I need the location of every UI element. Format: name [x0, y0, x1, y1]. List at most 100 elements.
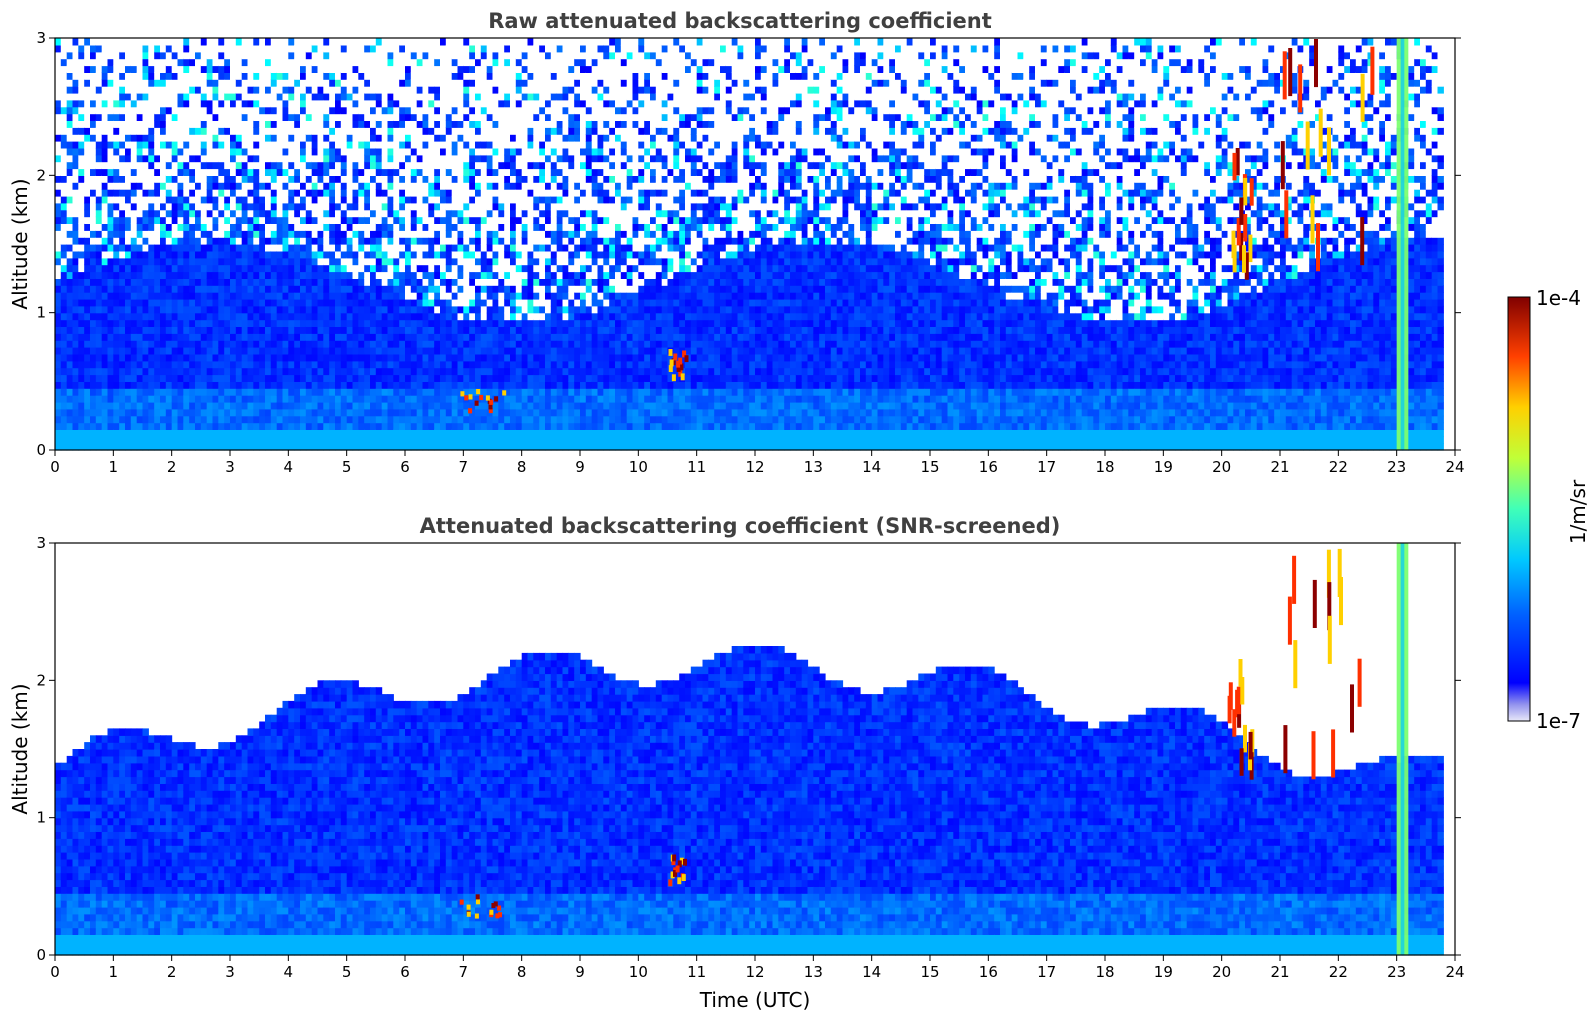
field-cell: [428, 65, 435, 73]
field-cell: [469, 168, 476, 176]
field-cell: [457, 58, 464, 67]
field-cell: [358, 106, 365, 115]
field-cell: [527, 209, 534, 218]
field-cell: [340, 401, 348, 410]
field-cell: [504, 347, 511, 355]
field-cell: [55, 395, 62, 403]
field-cell: [90, 388, 97, 396]
field-cell: [317, 223, 324, 231]
field-cell: [241, 120, 249, 128]
field-cell: [340, 175, 348, 183]
field-cell: [305, 51, 313, 60]
field-cell: [311, 367, 319, 376]
field-cell: [235, 367, 243, 376]
field-cell: [329, 408, 336, 417]
field-cell: [230, 99, 237, 108]
field-cell: [475, 374, 482, 382]
field-cell: [475, 237, 482, 245]
field-cell: [445, 333, 453, 341]
field-cell: [329, 209, 336, 218]
field-cell: [230, 65, 237, 73]
field-cell: [498, 134, 505, 142]
field-cell: [136, 216, 144, 224]
field-cell: [533, 141, 540, 149]
field-cell: [101, 422, 109, 430]
field-cell: [101, 429, 109, 437]
field-cell: [370, 278, 377, 286]
field-cell: [107, 44, 114, 53]
field-cell: [475, 182, 482, 190]
field-cell: [323, 168, 330, 176]
field-cell: [323, 99, 330, 108]
field-cell: [78, 326, 85, 334]
field-cell: [72, 189, 79, 197]
field-cell: [200, 415, 208, 424]
field-cell: [422, 285, 429, 293]
field-cell: [340, 422, 348, 430]
field-cell: [235, 189, 243, 197]
field-cell: [305, 271, 313, 279]
field-cell: [171, 264, 179, 273]
field-cell: [235, 374, 243, 382]
field-cell: [90, 106, 97, 115]
field-cell: [212, 436, 219, 444]
field-cell: [480, 285, 488, 293]
field-cell: [136, 388, 144, 396]
field-cell: [515, 38, 523, 46]
field-cell: [270, 347, 278, 355]
field-cell: [416, 278, 424, 286]
field-cell: [317, 312, 324, 321]
field-cell: [305, 353, 313, 362]
field-cell: [259, 154, 266, 163]
field-cell: [510, 58, 517, 67]
field-cell: [463, 195, 470, 204]
field-cell: [282, 422, 289, 430]
field-cell: [55, 422, 62, 430]
field-cell: [434, 333, 441, 341]
field-cell: [148, 106, 155, 115]
field-cell: [276, 92, 284, 101]
field-cell: [282, 141, 289, 149]
field-cell: [212, 298, 219, 307]
field-cell: [381, 127, 389, 135]
field-cell: [323, 161, 330, 170]
field-cell: [224, 161, 231, 170]
field-cell: [440, 271, 447, 279]
field-cell: [515, 319, 523, 327]
field-cell: [387, 127, 394, 135]
field-cell: [66, 230, 74, 238]
field-cell: [486, 72, 494, 80]
field-cell: [422, 312, 429, 321]
field-cell: [148, 257, 155, 266]
field-cell: [183, 271, 190, 279]
field-cell: [148, 230, 155, 238]
field-cell: [90, 285, 97, 293]
field-cell: [311, 298, 319, 307]
field-cell: [265, 175, 272, 183]
field-cell: [288, 154, 295, 163]
field-cell: [200, 305, 208, 314]
field-cell: [160, 278, 167, 286]
field-cell: [305, 381, 313, 389]
field-cell: [486, 250, 494, 259]
field-cell: [183, 72, 190, 80]
field-cell: [142, 189, 149, 197]
field-cell: [195, 154, 202, 163]
field-cell: [183, 401, 190, 410]
field-cell: [323, 333, 330, 341]
field-cell: [160, 443, 167, 451]
field-cell: [445, 230, 453, 238]
field-cell: [311, 44, 319, 53]
field-cell: [451, 422, 459, 430]
field-cell: [445, 237, 453, 245]
field-cell: [84, 106, 91, 115]
field-cell: [475, 195, 482, 204]
field-cell: [451, 388, 459, 396]
field-cell: [358, 79, 365, 87]
field-cell: [515, 388, 523, 396]
field-cell: [154, 298, 161, 307]
field-cell: [510, 271, 517, 279]
field-cell: [235, 99, 243, 108]
field-cell: [78, 175, 85, 183]
field-cell: [247, 388, 254, 396]
